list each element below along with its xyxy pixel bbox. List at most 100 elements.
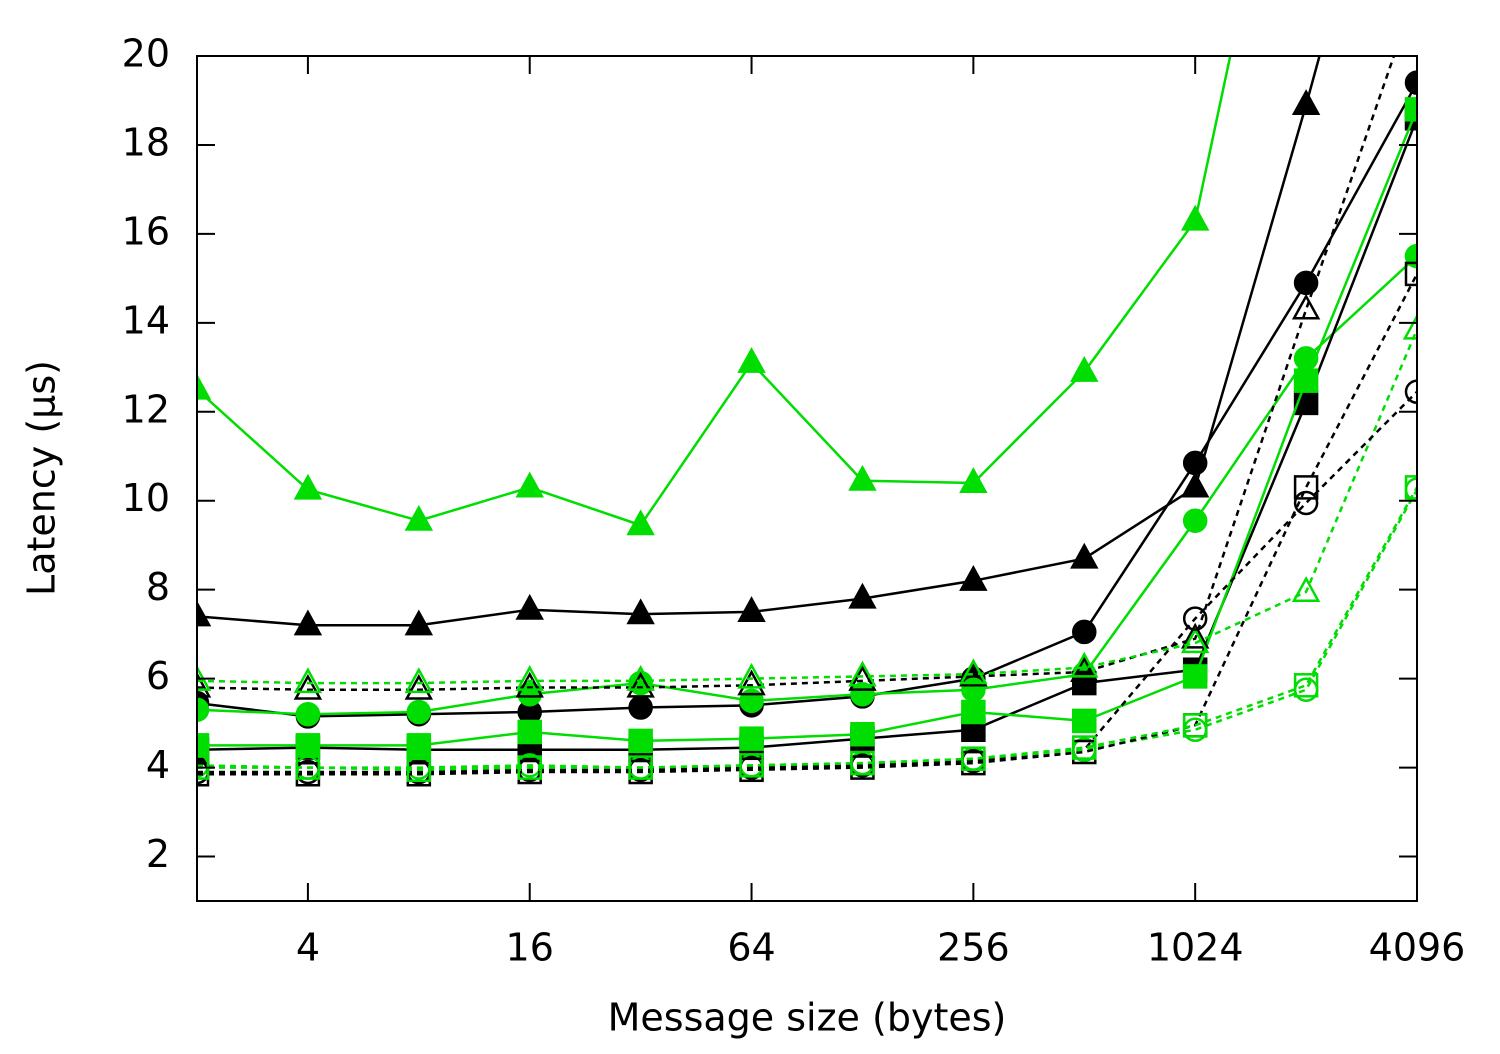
y-tick-label: 12 bbox=[122, 387, 170, 431]
point bbox=[406, 733, 432, 758]
point bbox=[848, 582, 877, 609]
point bbox=[517, 719, 542, 745]
point bbox=[961, 699, 986, 725]
y-tick-label: 20 bbox=[122, 32, 170, 76]
point bbox=[293, 667, 323, 694]
point bbox=[739, 688, 764, 714]
series-line bbox=[197, 56, 1396, 691]
point bbox=[739, 753, 764, 778]
point bbox=[1070, 651, 1099, 678]
point bbox=[850, 721, 875, 747]
point bbox=[295, 733, 321, 758]
x-tick-label: 256 bbox=[937, 926, 1010, 970]
series-line bbox=[197, 82, 1417, 718]
point bbox=[295, 755, 321, 780]
point bbox=[197, 733, 210, 758]
point bbox=[197, 671, 212, 698]
x-axis-label: Message size (bytes) bbox=[608, 996, 1007, 1040]
point bbox=[404, 504, 434, 531]
point bbox=[404, 667, 434, 694]
point bbox=[737, 347, 766, 373]
x-tick-label: 64 bbox=[727, 926, 775, 970]
point bbox=[737, 669, 766, 696]
y-tick-label: 6 bbox=[146, 654, 170, 698]
series-line bbox=[197, 489, 1417, 769]
point bbox=[197, 600, 212, 627]
point bbox=[1072, 619, 1097, 645]
point bbox=[1404, 70, 1417, 95]
point bbox=[1072, 708, 1097, 734]
point bbox=[293, 673, 323, 700]
point bbox=[1404, 243, 1417, 269]
point bbox=[1182, 713, 1208, 738]
point bbox=[961, 746, 986, 771]
series-line bbox=[197, 273, 1417, 776]
point bbox=[1070, 656, 1099, 683]
point bbox=[959, 658, 988, 685]
point bbox=[515, 671, 544, 698]
point bbox=[1180, 627, 1210, 654]
plot-frame bbox=[196, 55, 1418, 902]
point bbox=[1070, 542, 1099, 569]
point bbox=[626, 671, 655, 698]
point bbox=[406, 699, 432, 725]
point bbox=[1293, 368, 1319, 393]
series-line bbox=[197, 56, 1321, 627]
point bbox=[404, 609, 434, 636]
point bbox=[1182, 508, 1208, 533]
x-tick-label: 1024 bbox=[1147, 926, 1244, 970]
point bbox=[1072, 670, 1097, 696]
point bbox=[295, 701, 321, 727]
point bbox=[517, 755, 542, 780]
point bbox=[515, 593, 544, 620]
y-tick-label: 18 bbox=[122, 120, 170, 164]
x-tick-label: 4 bbox=[296, 926, 320, 970]
point bbox=[737, 662, 766, 689]
point bbox=[1182, 450, 1208, 476]
point bbox=[1293, 673, 1319, 698]
y-tick-label: 4 bbox=[146, 743, 170, 787]
point bbox=[1404, 475, 1417, 500]
point bbox=[1180, 204, 1210, 231]
y-tick-label: 16 bbox=[122, 209, 170, 253]
series-line bbox=[197, 329, 1417, 685]
y-axis-label: Latency (μs) bbox=[20, 360, 64, 596]
point bbox=[850, 681, 875, 707]
point bbox=[628, 755, 653, 780]
point bbox=[515, 471, 544, 498]
point bbox=[1293, 475, 1319, 500]
y-tick-label: 8 bbox=[146, 565, 170, 609]
point bbox=[848, 665, 877, 691]
point bbox=[737, 596, 766, 622]
series-line bbox=[197, 108, 1417, 747]
point bbox=[850, 750, 875, 776]
point bbox=[406, 757, 432, 783]
point bbox=[1180, 622, 1210, 649]
point bbox=[515, 665, 544, 691]
point bbox=[1402, 313, 1417, 340]
series-line bbox=[197, 390, 1417, 774]
point bbox=[1291, 576, 1321, 602]
x-tick-label: 4096 bbox=[1369, 926, 1466, 970]
point bbox=[197, 373, 212, 400]
point bbox=[1182, 606, 1208, 631]
point bbox=[739, 726, 764, 751]
point bbox=[959, 564, 988, 591]
series-line bbox=[197, 255, 1417, 716]
point bbox=[1180, 471, 1210, 498]
point bbox=[1291, 89, 1321, 115]
point bbox=[848, 660, 877, 687]
plot-area bbox=[197, 56, 1417, 787]
point bbox=[628, 695, 653, 720]
series-line bbox=[197, 56, 1232, 527]
point bbox=[1182, 664, 1208, 689]
point bbox=[293, 609, 323, 636]
point bbox=[1070, 355, 1099, 382]
y-tick-label: 14 bbox=[122, 298, 170, 342]
point bbox=[626, 665, 655, 691]
y-tick-label: 10 bbox=[122, 476, 170, 520]
point bbox=[1404, 97, 1417, 122]
series-line bbox=[197, 117, 1417, 752]
